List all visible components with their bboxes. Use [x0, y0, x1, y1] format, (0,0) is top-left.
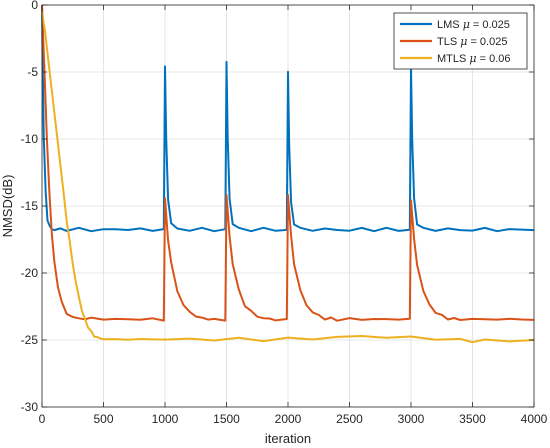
x-tick-label: 1500: [213, 412, 240, 426]
y-tick-label: -25: [21, 333, 39, 347]
legend-entry-mtls-mu: μ: [469, 52, 476, 65]
x-tick-label: 3000: [398, 412, 425, 426]
legend-entry-tls-suffix: = 0.025: [467, 36, 507, 48]
series-line-lms: [41, 4, 535, 233]
y-tick-label: -5: [27, 65, 38, 79]
y-axis-label: NMSD(dB): [0, 175, 15, 238]
series-line-tls: [41, 4, 535, 322]
series-lines: [41, 4, 535, 344]
x-tick-label: 500: [93, 412, 113, 426]
y-tick-label: -10: [21, 132, 39, 146]
axis-ticks: 0 500 1000 1500 2000 2500 3000 3500 4000 0 -5 -10 -1…: [21, 0, 548, 426]
x-tick-label: 2000: [275, 412, 302, 426]
x-tick-label: 1000: [152, 412, 179, 426]
legend-entry-mtls-prefix: MTLS: [437, 53, 469, 65]
x-tick-label: 2500: [336, 412, 363, 426]
legend-entry-tls-mu: μ: [460, 35, 467, 48]
legend-entry-lms-prefix: LMS: [437, 19, 463, 31]
x-axis-label: iteration: [265, 431, 311, 446]
x-tick-label: 4000: [521, 412, 548, 426]
y-tick-label: -30: [21, 400, 39, 414]
x-tick-label: 3500: [459, 412, 486, 426]
legend-entry-tls-prefix: TLS: [437, 36, 460, 48]
legend: LMS μ = 0.025 TLS μ = 0.025 MTLS μ = 0.0…: [393, 12, 528, 70]
y-tick-label: -20: [21, 266, 39, 280]
legend-entry-lms-suffix: = 0.025: [470, 19, 510, 31]
legend-entry-mtls: MTLS μ = 0.06: [437, 52, 511, 65]
series-line-mtls: [41, 11, 535, 344]
y-tick-label: -15: [21, 199, 39, 213]
y-tick-label: 0: [31, 0, 38, 12]
legend-entry-lms-mu: μ: [463, 18, 470, 31]
legend-entry-tls: TLS μ = 0.025: [437, 35, 507, 48]
x-tick-label: 0: [39, 412, 46, 426]
legend-entry-lms: LMS μ = 0.025: [437, 18, 510, 31]
legend-entry-mtls-suffix: = 0.06: [477, 53, 511, 65]
